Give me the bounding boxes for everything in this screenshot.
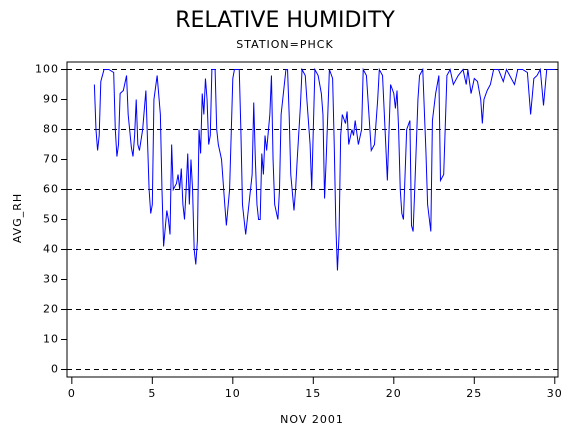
y-tick-label: 90 [43,93,59,106]
x-tick-label: 0 [68,387,76,400]
y-tick-label: 50 [43,213,59,226]
y-tick-label: 30 [43,273,59,286]
y-tick-label: 80 [43,123,59,136]
chart-subtitle: STATION=PHCK [236,38,333,51]
y-axis-label: AVG_RH [11,193,24,243]
x-axis-label: NOV 2001 [280,413,344,426]
y-tick-label: 70 [43,153,59,166]
y-tick-label: 40 [43,243,59,256]
x-tick-label: 10 [225,387,241,400]
y-tick-label: 0 [51,363,59,376]
plot-frame [66,61,559,378]
chart-title: RELATIVE HUMIDITY [175,8,395,33]
x-tick-label: 5 [148,387,156,400]
x-tick-label: 25 [466,387,482,400]
y-tick-label: 60 [43,183,59,196]
data-line [93,67,555,271]
x-tick-label: 30 [547,387,563,400]
y-tick-label: 10 [43,333,59,346]
x-tick-label: 20 [386,387,402,400]
x-tick-label: 15 [305,387,321,400]
y-tick-label: 20 [43,303,59,316]
y-tick-label: 100 [35,63,59,76]
